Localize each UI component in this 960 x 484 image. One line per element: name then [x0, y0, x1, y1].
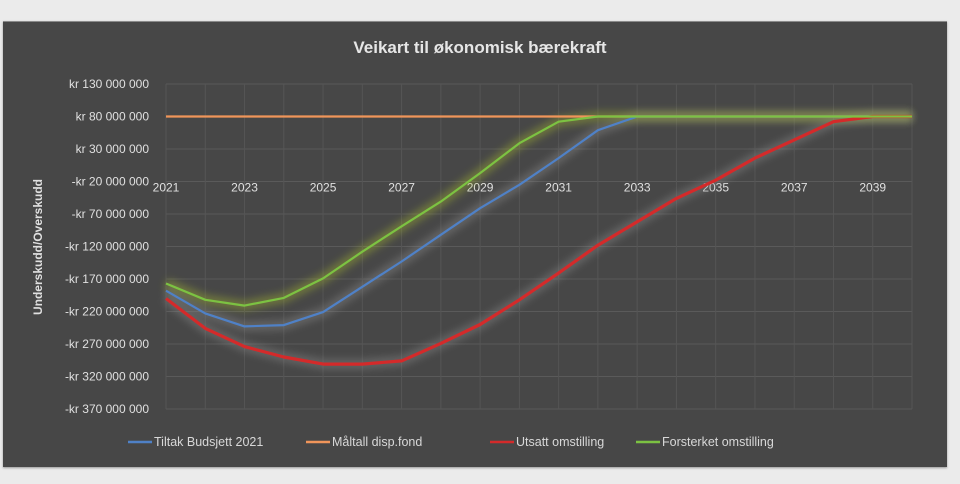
- x-tick-label: 2023: [231, 181, 258, 195]
- x-tick-label: 2031: [545, 181, 572, 195]
- y-tick-label: -kr 320 000 000: [65, 370, 149, 384]
- gridlines: [165, 83, 913, 410]
- chart-title: Veikart til økonomisk bærekraft: [353, 38, 607, 57]
- series-line-utsatt-omstilling: [165, 114, 912, 366]
- x-tick-label: 2027: [388, 181, 415, 195]
- y-tick-label: kr 130 000 000: [69, 77, 149, 91]
- x-tick-label: 2037: [781, 181, 808, 195]
- legend: Tiltak Budsjett 2021 Måltall disp.fond Uts…: [128, 435, 774, 449]
- y-tick-label: -kr 370 000 000: [65, 402, 149, 416]
- legend-label: Forsterket omstilling: [662, 435, 774, 449]
- y-tick-label: -kr 70 000 000: [72, 207, 150, 221]
- x-tick-label: 2025: [310, 181, 337, 195]
- series-lines: [165, 114, 912, 366]
- legend-label: Måltall disp.fond: [332, 435, 422, 449]
- x-tick-label: 2021: [153, 181, 180, 195]
- chart-panel: [3, 21, 947, 467]
- y-axis-tick-labels: kr 130 000 000 kr 80 000 000 kr 30 000 000…: [65, 77, 149, 416]
- y-tick-label: kr 80 000 000: [76, 110, 150, 124]
- series-line-forsterket-omstilling: [165, 115, 912, 307]
- series-glows: [162, 111, 912, 370]
- x-axis-tick-labels: 2021 2023 2025 2027 2029 2031 2033 2035 2037 2039: [153, 181, 887, 195]
- y-tick-label: -kr 120 000 000: [65, 240, 149, 254]
- y-axis-title: Underskudd/Overskudd: [31, 179, 45, 315]
- y-tick-label: -kr 220 000 000: [65, 305, 149, 319]
- y-tick-label: -kr 170 000 000: [65, 272, 149, 286]
- y-tick-label: kr 30 000 000: [76, 142, 150, 156]
- y-tick-label: -kr 270 000 000: [65, 337, 149, 351]
- x-tick-label: 2033: [624, 181, 651, 195]
- x-tick-label: 2039: [859, 181, 886, 195]
- y-tick-label: -kr 20 000 000: [72, 175, 150, 189]
- legend-label: Tiltak Budsjett 2021: [154, 435, 263, 449]
- legend-label: Utsatt omstilling: [516, 435, 604, 449]
- series-glow-forsterket-omstilling: [164, 111, 912, 311]
